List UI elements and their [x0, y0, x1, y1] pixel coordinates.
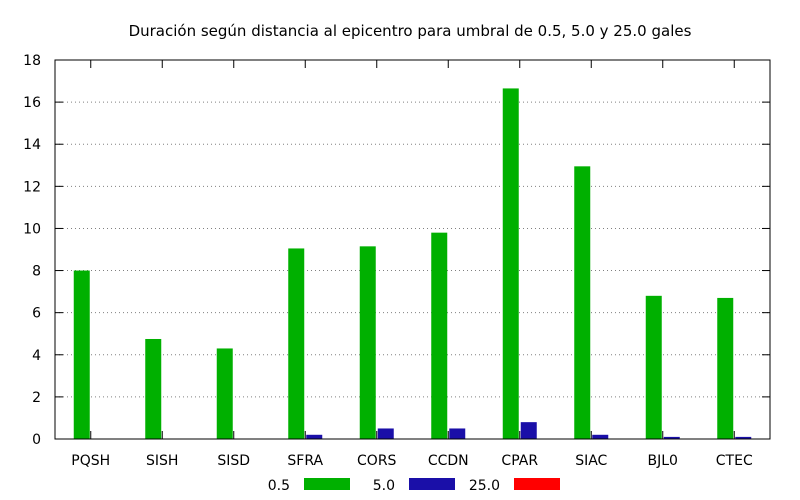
bar-BJL0-0.5	[645, 295, 662, 439]
bar-CTEC-5.0	[735, 436, 752, 439]
y-tick-label: 0	[32, 432, 41, 448]
bars	[73, 88, 752, 440]
plot-frame	[54, 59, 771, 440]
bar-CCDN-0.5	[431, 232, 448, 439]
x-tick-label: SIAC	[575, 453, 607, 469]
legend: 0.5 5.0 25.0	[268, 478, 560, 494]
bar-CORS-0.5	[359, 246, 376, 439]
legend-swatch	[514, 478, 560, 490]
y-tick-label: 16	[23, 95, 41, 111]
x-tick-label: CORS	[357, 453, 397, 469]
x-tick-label: CPAR	[501, 453, 538, 469]
x-tick-label: CCDN	[428, 453, 469, 469]
legend-swatch	[304, 478, 350, 490]
y-tick-label: 6	[32, 306, 41, 322]
legend-swatch	[409, 478, 455, 490]
bar-BJL0-5.0	[663, 436, 680, 439]
bar-SISD-0.5	[216, 348, 233, 439]
bar-CORS-5.0	[377, 428, 394, 439]
y-axis-ticks: 0 2 4 6 8 10 12 14 16 18	[23, 53, 770, 448]
bar-SIAC-0.5	[574, 166, 591, 439]
bar-SISH-0.5	[145, 338, 162, 439]
x-tick-label: SFRA	[287, 453, 323, 469]
bar-SIAC-5.0	[592, 434, 609, 439]
legend-label: 5.0	[373, 478, 395, 494]
legend-label: 25.0	[469, 478, 500, 494]
y-tick-label: 10	[23, 221, 41, 237]
y-tick-label: 8	[32, 264, 41, 280]
y-tick-label: 2	[32, 390, 41, 406]
bar-CPAR-0.5	[502, 88, 519, 440]
x-tick-label: SISH	[146, 453, 178, 469]
x-axis-labels: PQSH SISH SISD SFRA CORS CCDN CPAR SIAC BJL0 CTEC	[71, 60, 753, 469]
y-tick-label: 4	[32, 348, 41, 364]
grid-lines	[55, 101, 770, 398]
bar-PQSH-0.5	[73, 270, 90, 439]
bar-CPAR-5.0	[520, 422, 537, 439]
legend-label: 0.5	[268, 478, 290, 494]
x-tick-label: BJL0	[648, 453, 678, 469]
y-tick-label: 14	[23, 137, 41, 153]
bar-CTEC-0.5	[717, 297, 734, 439]
y-tick-label: 18	[23, 53, 41, 69]
bar-SFRA-5.0	[306, 434, 323, 439]
bar-SFRA-0.5	[288, 248, 305, 439]
x-tick-label: SISD	[217, 453, 250, 469]
x-tick-label: CTEC	[716, 453, 753, 469]
chart-title: Duración según distancia al epicentro pa…	[129, 22, 692, 40]
y-tick-label: 12	[23, 179, 41, 195]
x-tick-label: PQSH	[71, 453, 110, 469]
bar-CCDN-5.0	[449, 428, 466, 439]
